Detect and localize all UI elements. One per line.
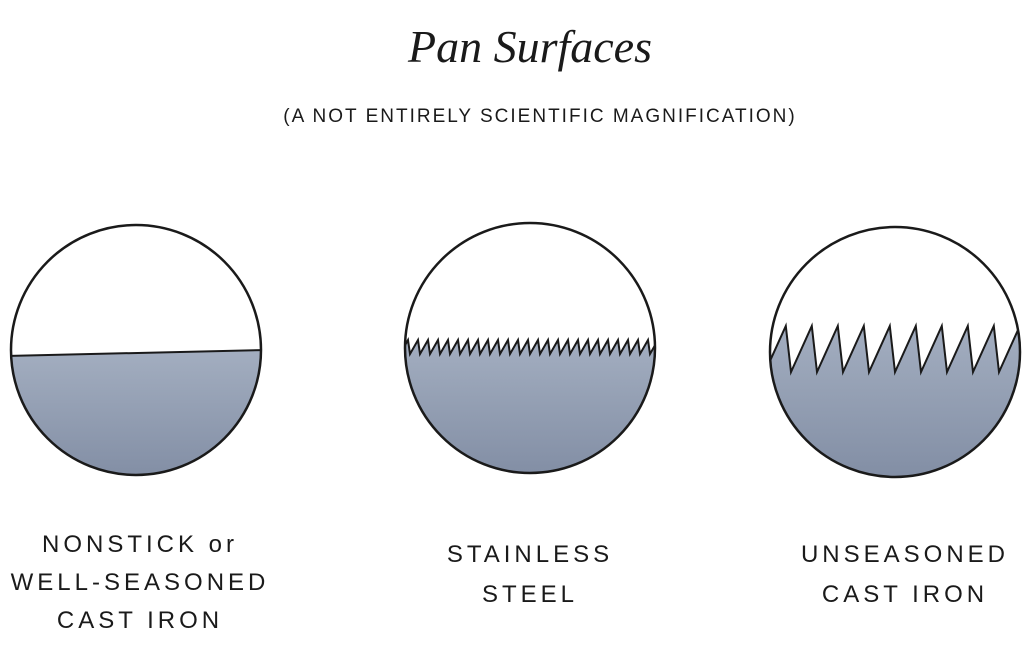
pan-label: UNSEASONED	[801, 541, 1009, 568]
pan-label: WELL-SEASONED	[11, 569, 270, 596]
pan-label: STAINLESS	[447, 541, 613, 568]
pans: NONSTICK or WELL-SEASONED CAST IRON STAINLE…	[6, 223, 1023, 634]
surface-line	[400, 340, 660, 354]
pan-label: NONSTICK or	[42, 531, 238, 558]
title: Pan Surfaces	[407, 21, 652, 72]
surface-wash	[6, 350, 266, 490]
pan-label: CAST IRON	[822, 581, 988, 608]
surface-wash	[400, 340, 660, 488]
pan	[765, 326, 1023, 492]
pan	[400, 340, 660, 488]
pan	[6, 350, 266, 490]
pan-label: STEEL	[482, 581, 578, 608]
pan-label: CAST IRON	[57, 607, 223, 634]
subtitle: (A NOT ENTIRELY SCIENTIFIC MAGNIFICATION…	[283, 106, 796, 127]
illustration: Pan Surfaces (A NOT ENTIRELY SCIENTIFIC …	[0, 0, 1023, 642]
surface-wash	[765, 326, 1023, 492]
